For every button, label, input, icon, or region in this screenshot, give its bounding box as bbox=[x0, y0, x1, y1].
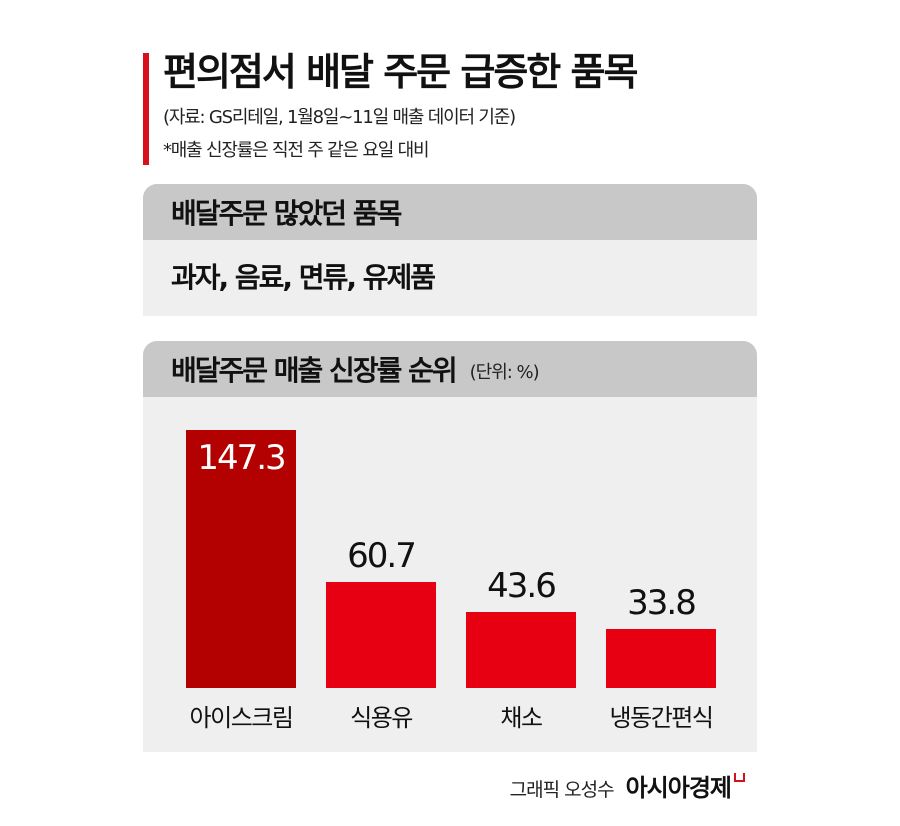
top-items-content: 과자, 음료, 면류, 유제품 bbox=[171, 261, 436, 294]
page-title: 편의점서 배달 주문 급증한 품목 bbox=[163, 50, 638, 94]
top-items-panel: 배달주문 많았던 품목 과자, 음료, 면류, 유제품 bbox=[143, 184, 757, 316]
category-label: 식용유 bbox=[350, 704, 413, 732]
bar-value-label: 147.3 bbox=[197, 438, 286, 478]
category-label: 냉동간편식 bbox=[609, 704, 714, 732]
title-accent-bar bbox=[143, 53, 149, 165]
brand-logo: 아시아경제 bbox=[625, 774, 732, 802]
growth-ranking-heading: 배달주문 매출 신장률 순위 bbox=[171, 354, 458, 387]
top-items-heading: 배달주문 많았던 품목 bbox=[171, 197, 402, 230]
bar-3 bbox=[466, 612, 576, 688]
bar-1 bbox=[186, 430, 296, 688]
bar-chart: 147.3 아이스크림 60.7 식용유 43.6 채소 33.8 냉동간편식 bbox=[143, 398, 757, 752]
footnote: *매출 신장률은 직전 주 같은 요일 대비 bbox=[163, 140, 430, 161]
source-note: (자료: GS리테일, 1월8일~11일 매출 데이터 기준) bbox=[163, 107, 516, 128]
bar-2 bbox=[326, 582, 436, 688]
graphic-author: 그래픽 오성수 bbox=[509, 779, 615, 801]
brand-mark-icon bbox=[734, 773, 745, 782]
category-label: 채소 bbox=[500, 704, 543, 732]
growth-ranking-panel: 배달주문 매출 신장률 순위 (단위: %) 147.3 아이스크림 60.7 식용유… bbox=[143, 341, 757, 752]
bar-value-label: 43.6 bbox=[487, 566, 557, 606]
bar-value-label: 60.7 bbox=[347, 536, 417, 576]
credit: 그래픽 오성수 아시아경제 bbox=[510, 768, 745, 803]
growth-ranking-header: 배달주문 매출 신장률 순위 (단위: %) bbox=[143, 341, 757, 397]
bar-4 bbox=[606, 629, 716, 688]
category-label: 아이스크림 bbox=[189, 704, 294, 732]
bar-value-label: 33.8 bbox=[627, 583, 697, 623]
top-items-header: 배달주문 많았던 품목 bbox=[143, 184, 757, 240]
unit-label: (단위: %) bbox=[469, 362, 540, 383]
